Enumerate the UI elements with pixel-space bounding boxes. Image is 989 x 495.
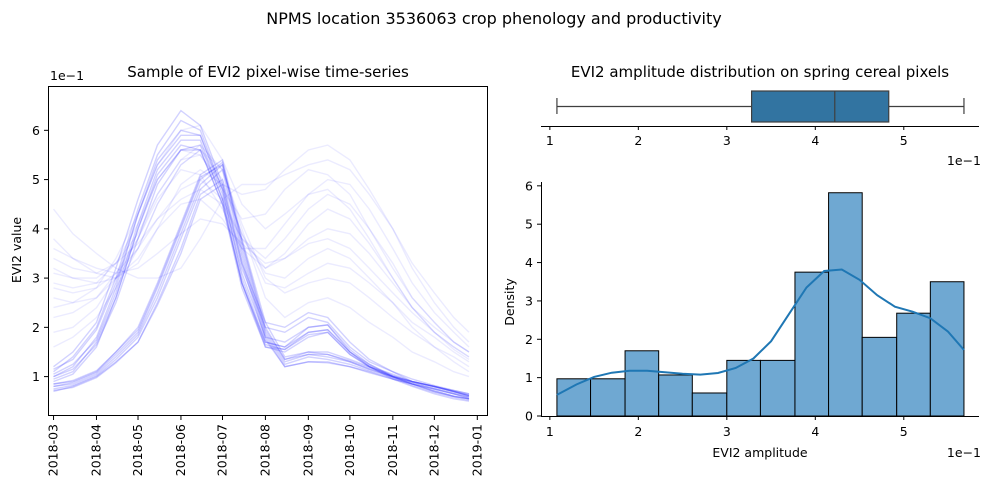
histogram-y-tick-label: 6 [525,178,533,193]
timeseries-line-1 [53,134,470,400]
boxplot-x-tick-label: 5 [900,133,908,148]
timeseries-x-tick-label: 2018-04 [88,424,103,476]
timeseries-x-ticks: 2018-03 2018-04 2018-05 2018-06 2018-07 2018-… [46,416,484,476]
timeseries-x-tick-label: 2019-01 [469,424,484,476]
histogram-bar-2 [624,350,660,417]
histogram-y-axis-label: Density [502,278,517,326]
histogram-y-tick-label: 4 [525,255,533,270]
figure-suptitle: NPMS location 3536063 crop phenology and… [266,9,721,28]
timeseries-line-12 [53,183,470,398]
boxplot-x-multiplier: 1e−1 [947,153,981,168]
timeseries-y-tick-label: 5 [32,172,40,187]
timeseries-line-9 [53,144,470,401]
timeseries-line-21 [53,144,470,368]
histogram-x-axis-label: EVI2 amplitude [712,445,808,460]
histogram-bar-10 [896,312,931,417]
timeseries-line-0 [53,163,470,396]
histogram-kde-curve [556,268,965,396]
timeseries-line-15 [52,159,470,333]
histogram-bar-8 [828,192,863,417]
timeseries-line-25 [53,178,470,353]
timeseries-y-tick-label: 2 [32,320,40,335]
timeseries-line-8 [53,109,470,395]
timeseries-line-3 [53,178,470,400]
timeseries-line-19 [53,188,470,353]
timeseries-x-tick-label: 2018-08 [257,424,272,476]
timeseries-line-17 [53,149,470,353]
timeseries-line-4 [53,144,470,402]
timeseries-line-11 [53,149,470,400]
timeseries-y-multiplier: 1e−1 [50,68,84,83]
timeseries-y-tick-label: 4 [32,221,40,236]
boxplot-panel: EVI2 amplitude distribution on spring ce… [541,63,981,168]
timeseries-frame [48,86,488,416]
boxplot-x-tick-label: 3 [723,133,731,148]
histogram-y-tick-label: 5 [525,217,533,232]
timeseries-line-14 [53,163,470,396]
timeseries-y-tick-label: 6 [32,123,40,138]
histogram-bar-0 [556,378,592,417]
timeseries-line-23 [53,218,470,358]
histogram-y-tick-label: 1 [525,370,533,385]
histogram-bar-11 [929,281,965,417]
histogram-x-tick-label: 1 [546,424,554,439]
timeseries-line-22 [53,168,470,358]
boxplot-box-group [556,90,965,123]
timeseries-x-tick-label: 2018-09 [300,424,315,476]
histogram-bar-6 [759,359,796,417]
timeseries-line-27 [53,178,470,348]
timeseries-x-tick-label: 2018-10 [342,424,357,476]
boxplot-x-tick-label: 4 [811,133,819,148]
timeseries-line-16 [53,144,470,343]
histogram-bar-1 [590,378,626,417]
histogram-x-tick-label: 5 [900,424,908,439]
timeseries-line-10 [53,161,470,397]
timeseries-x-tick-label: 2018-07 [214,424,229,476]
timeseries-x-tick-label: 2018-11 [385,424,400,476]
histogram-x-ticks: 1 2 3 4 5 [546,416,908,439]
histogram-y-tick-label: 2 [525,332,533,347]
timeseries-y-tick-label: 1 [32,369,40,384]
histogram-y-ticks: 0 1 2 3 4 5 6 [525,178,541,424]
timeseries-title: Sample of EVI2 pixel-wise time-series [127,63,409,81]
histogram-bar-7 [794,271,830,417]
timeseries-line-13 [53,129,470,398]
timeseries-panel: Sample of EVI2 pixel-wise time-series 1e… [9,63,488,476]
timeseries-line-24 [53,154,470,373]
histogram-x-tick-label: 2 [634,424,642,439]
timeseries-line-6 [53,139,470,400]
histogram-x-tick-label: 3 [723,424,731,439]
boxplot-x-ticks: 1 2 3 4 5 [546,126,908,148]
histogram-bar-9 [861,336,898,417]
timeseries-y-axis-label: EVI2 value [9,217,24,284]
timeseries-x-tick-label: 2018-06 [173,424,188,476]
timeseries-line-7 [53,168,470,397]
histogram-y-tick-label: 0 [525,409,533,424]
timeseries-x-tick-label: 2018-12 [426,424,441,476]
histogram-y-tick-label: 3 [525,293,533,308]
timeseries-line-18 [53,124,470,360]
histogram-bar-3 [658,374,693,417]
boxplot-title: EVI2 amplitude distribution on spring ce… [571,63,949,81]
timeseries-lines [52,109,470,402]
timeseries-line-5 [53,158,470,395]
histogram-bars [556,192,965,417]
timeseries-line-2 [53,119,470,396]
histogram-x-tick-label: 4 [811,424,819,439]
timeseries-y-tick-label: 3 [32,271,40,286]
histogram-bar-4 [691,392,728,417]
histogram-x-multiplier: 1e−1 [947,445,981,460]
timeseries-line-20 [53,149,470,363]
timeseries-line-26 [53,149,470,378]
timeseries-x-tick-label: 2018-03 [46,424,61,476]
boxplot-x-tick-label: 1 [546,133,554,148]
boxplot-x-tick-label: 2 [634,133,642,148]
timeseries-x-tick-label: 2018-05 [130,424,145,476]
boxplot-box [750,90,890,123]
timeseries-y-ticks: 1 2 3 4 5 6 [32,123,48,384]
